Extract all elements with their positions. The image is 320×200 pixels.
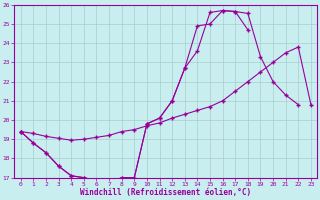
X-axis label: Windchill (Refroidissement éolien,°C): Windchill (Refroidissement éolien,°C) — [80, 188, 252, 197]
